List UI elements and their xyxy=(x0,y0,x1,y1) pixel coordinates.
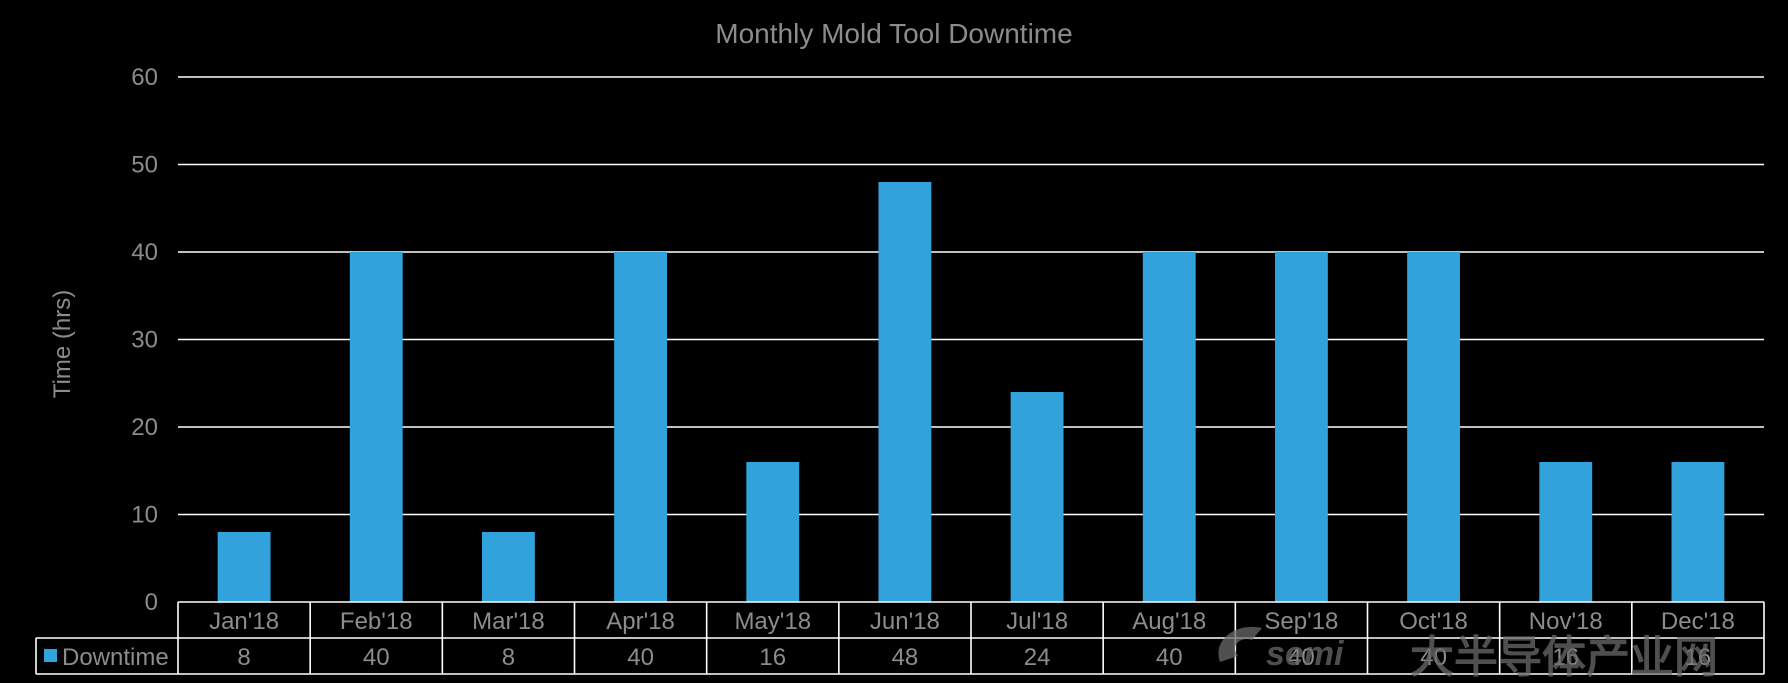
bar xyxy=(746,462,800,602)
data-table: Jan'18 8 Feb'18 40 Mar'18 8 Apr'18 40 May'18 16 Ju… xyxy=(35,601,1765,675)
x-tick-label: Feb'18 xyxy=(340,608,413,635)
y-tick-label: 10 xyxy=(131,502,158,529)
watermark-logo-icon xyxy=(1218,626,1262,662)
bar xyxy=(1539,462,1593,602)
data-label: 40 xyxy=(1288,644,1315,671)
x-tick-label: Aug'18 xyxy=(1132,608,1206,635)
data-label: 16 xyxy=(1552,644,1579,671)
x-tick-label: Sep'18 xyxy=(1264,608,1338,635)
x-tick-label: Mar'18 xyxy=(472,608,545,635)
data-label: 8 xyxy=(237,644,250,671)
y-axis-ticks: 0 10 20 30 40 50 60 xyxy=(131,64,158,616)
legend-label: Downtime xyxy=(62,644,169,671)
x-tick-label: Jan'18 xyxy=(209,608,279,635)
data-label: 40 xyxy=(1420,644,1447,671)
x-tick-label: Apr'18 xyxy=(606,608,675,635)
data-label: 24 xyxy=(1024,644,1051,671)
x-tick-label: Nov'18 xyxy=(1529,608,1603,635)
bar xyxy=(878,182,932,602)
bar xyxy=(1274,252,1328,602)
bar xyxy=(614,252,668,602)
bar xyxy=(1407,252,1461,602)
bars xyxy=(217,182,1725,602)
bar xyxy=(217,532,271,602)
bar xyxy=(1671,462,1725,602)
x-tick-label: Dec'18 xyxy=(1661,608,1735,635)
data-label: 16 xyxy=(1685,644,1712,671)
legend-swatch xyxy=(44,649,57,662)
data-label: 40 xyxy=(1156,644,1183,671)
x-tick-label: Jun'18 xyxy=(870,608,940,635)
watermark-cjk: 大半导体产业网 xyxy=(1410,633,1718,682)
x-tick-label: Oct'18 xyxy=(1399,608,1468,635)
y-tick-label: 0 xyxy=(145,589,158,616)
watermark-latin: semi xyxy=(1266,635,1345,673)
watermark: semi 大半导体产业网 xyxy=(1218,626,1718,682)
y-tick-label: 30 xyxy=(131,327,158,354)
y-tick-label: 50 xyxy=(131,152,158,179)
x-tick-label: Jul'18 xyxy=(1006,608,1068,635)
y-tick-label: 20 xyxy=(131,414,158,441)
bar xyxy=(349,252,403,602)
x-tick-label: May'18 xyxy=(734,608,811,635)
data-label: 48 xyxy=(892,644,919,671)
y-tick-label: 60 xyxy=(131,64,158,91)
data-label: 16 xyxy=(759,644,786,671)
data-label: 8 xyxy=(502,644,515,671)
bar xyxy=(1010,392,1064,602)
gridlines xyxy=(178,76,1764,516)
y-tick-label: 40 xyxy=(131,239,158,266)
bar xyxy=(1142,252,1196,602)
data-label: 40 xyxy=(627,644,654,671)
bar xyxy=(481,532,535,602)
y-axis-label: Time (hrs) xyxy=(49,290,76,398)
data-label: 40 xyxy=(363,644,390,671)
chart-title: Monthly Mold Tool Downtime xyxy=(715,18,1072,49)
